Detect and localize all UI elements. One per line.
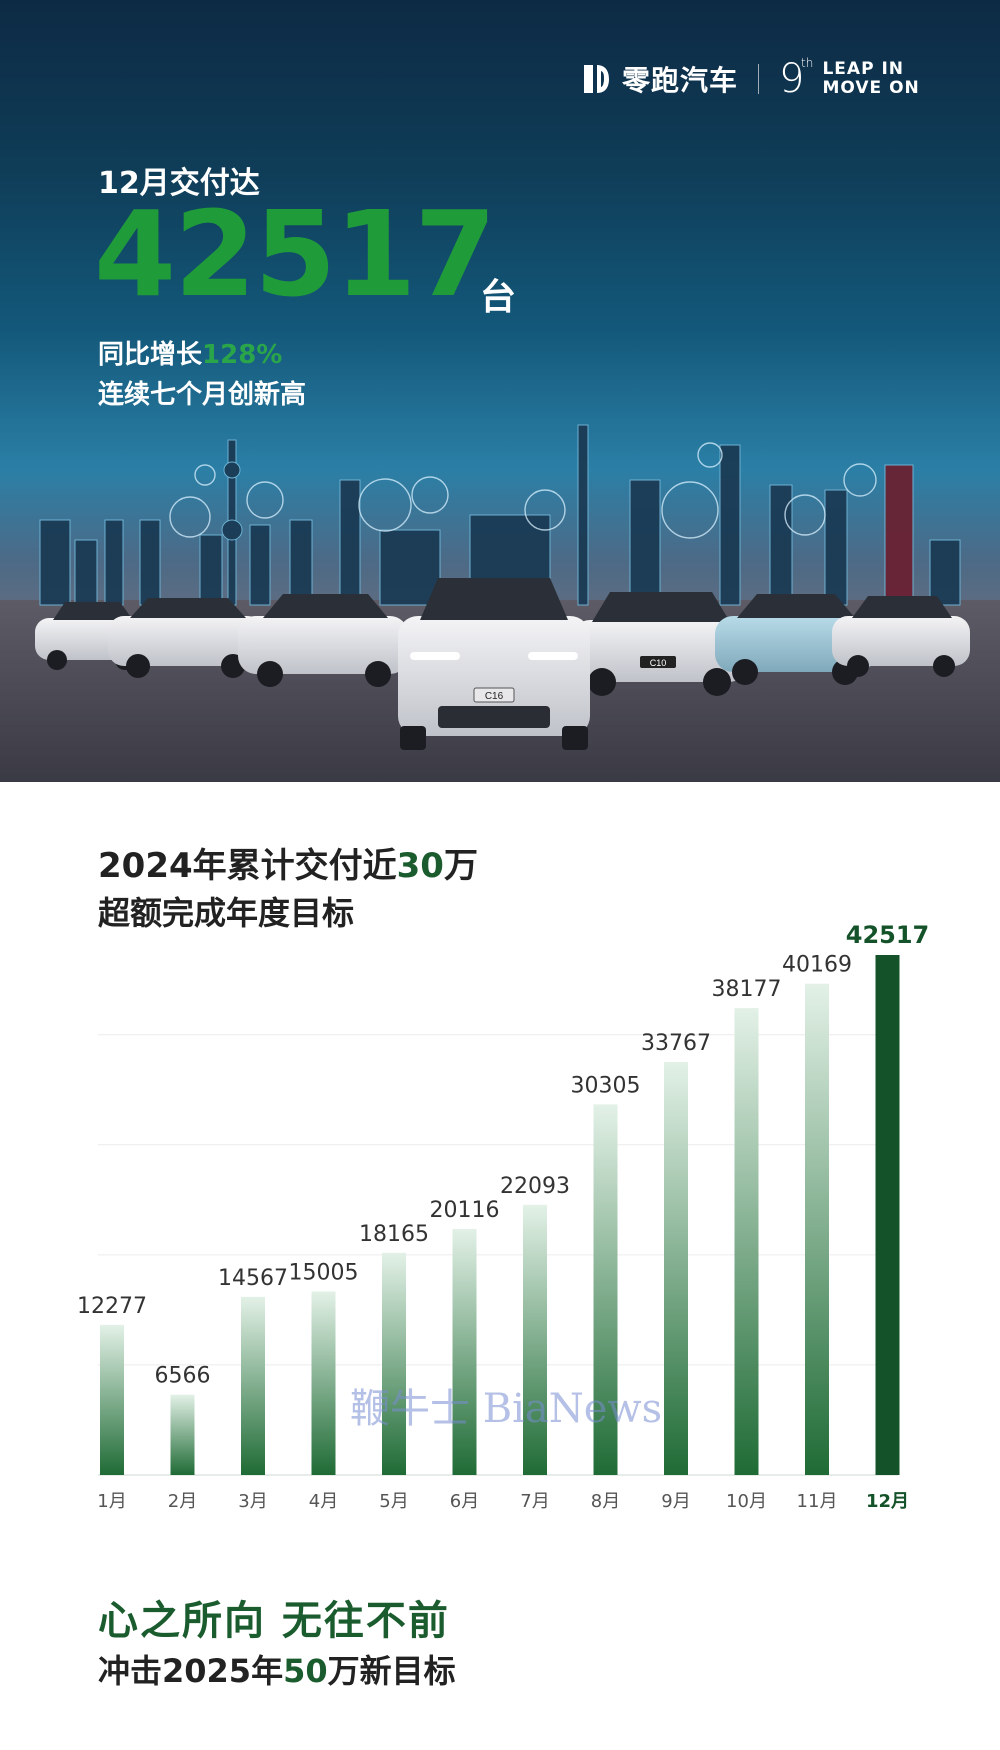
month-tick-label: 9月 (661, 1491, 690, 1512)
bar-value-label: 42517 (846, 921, 930, 949)
bar-11 (805, 983, 829, 1475)
chart-bars (100, 955, 900, 1475)
month-tick-label: 8月 (591, 1491, 620, 1512)
bar-value-label: 12277 (77, 1294, 147, 1319)
car-badge-text: C16 (485, 691, 504, 702)
bar-9 (664, 1062, 688, 1475)
skyline (39, 424, 961, 606)
month-tick-label: 4月 (309, 1491, 338, 1512)
bar-value-label: 38177 (712, 977, 782, 1002)
footer-slogan: 心之所向 无往不前 (98, 1598, 450, 1644)
hero-growth-text: 同比增长128% (98, 340, 283, 370)
chart-title: 2024年累计交付近30万 (98, 846, 478, 886)
hero-delivery-unit: 台 (480, 277, 517, 318)
bar-6 (452, 1228, 477, 1475)
chart-subtitle: 超额完成年度目标 (98, 894, 355, 932)
fireworks (169, 442, 877, 539)
bar-value-label: 30305 (571, 1073, 641, 1098)
bar-8 (593, 1104, 618, 1475)
car-lineup: C10 C16 (35, 578, 970, 750)
bar-1 (100, 1324, 124, 1475)
brand-slogan: LEAP IN MOVE ON (822, 59, 920, 98)
month-tick-label: 6月 (450, 1491, 479, 1512)
watermark: 鞭牛士 BiaNews (350, 1386, 663, 1432)
month-tick-label: 2月 (168, 1491, 197, 1512)
hero-delivery-number: 42517 (94, 185, 497, 323)
bar-4 (311, 1291, 336, 1475)
car (832, 596, 970, 677)
bar-value-label: 18165 (359, 1222, 429, 1247)
bar-3 (241, 1296, 265, 1475)
chart-gridlines (98, 1034, 898, 1476)
bar-value-label: 40169 (782, 953, 852, 978)
growth-percent: 128% (202, 340, 283, 370)
bar-value-label: 20116 (430, 1198, 500, 1223)
bar-10 (734, 1008, 759, 1475)
footer-target: 冲击2025年50万新目标 (98, 1652, 456, 1690)
bar-7 (523, 1204, 547, 1475)
car-badge-text: C10 (650, 658, 667, 668)
car: C10 (572, 592, 747, 696)
month-tick-label: 7月 (520, 1491, 549, 1512)
hero-banner: C10 C16 (0, 0, 1000, 782)
bar-5 (382, 1252, 406, 1475)
bar-value-label: 14567 (218, 1266, 288, 1291)
bar-2 (170, 1394, 195, 1475)
chart-month-ticks: 1月 2月 3月 4月 5月 6月 7月 8月 9月 10月 11月 12月 (97, 1491, 909, 1512)
city-night-scene: C10 C16 (0, 424, 1000, 782)
hero-delivery-label: 12月交付达 (98, 166, 260, 201)
bar-value-label: 22093 (500, 1174, 570, 1199)
car-hero: C16 (398, 578, 590, 750)
month-tick-label: 12月 (866, 1491, 909, 1512)
bar-value-label: 33767 (641, 1031, 711, 1056)
month-tick-label: 5月 (379, 1491, 408, 1512)
leapmotor-logo-icon (584, 65, 609, 93)
month-tick-label: 1月 (97, 1491, 126, 1512)
bar-value-label: 6566 (155, 1364, 211, 1389)
car (108, 598, 263, 678)
month-tick-label: 10月 (726, 1491, 767, 1512)
chart-title-number: 30 (396, 846, 444, 886)
footer-target-number: 50 (283, 1652, 328, 1690)
car (238, 594, 408, 687)
bar-value-label: 15005 (289, 1260, 359, 1285)
brand-divider (758, 64, 760, 94)
bar-12 (875, 955, 900, 1475)
month-tick-label: 11月 (797, 1491, 838, 1512)
hero-record-text: 连续七个月创新高 (98, 380, 307, 410)
month-tick-label: 3月 (238, 1491, 267, 1512)
brand-name: 零跑汽车 (622, 64, 739, 97)
